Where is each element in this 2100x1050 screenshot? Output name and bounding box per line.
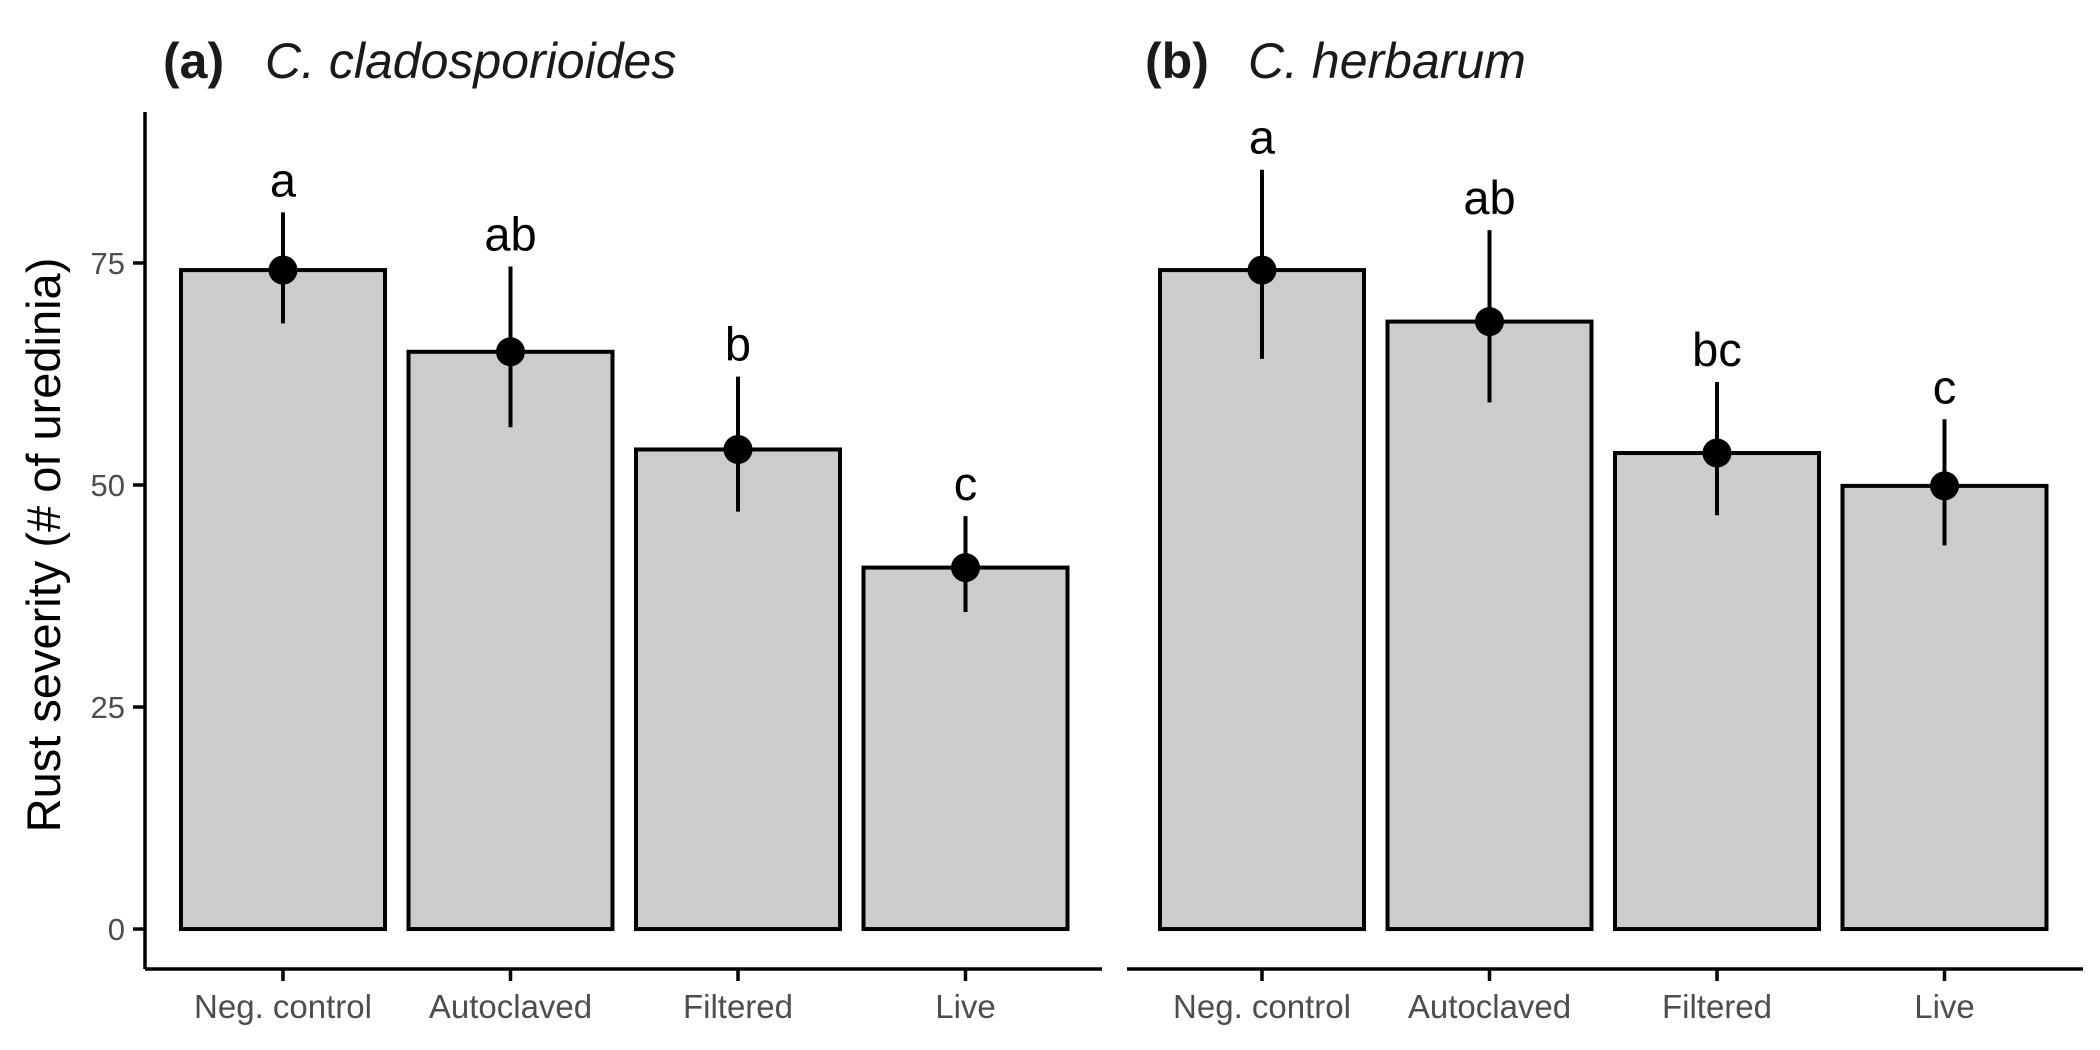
panel-b-significance-letter-1: a [1249,111,1276,164]
panel-a-species: C. cladosporioides [265,33,676,89]
panel-a-bar-3 [634,447,842,932]
panel-a: (a) C. cladosporioides a ab b c Neg. control… [91,33,1102,1025]
panel-a-x-tick-label-4: Live [935,988,996,1025]
panel-b-bar-4 [1840,483,2049,932]
panel-a-significance-letter-1: a [270,153,297,206]
y-tick-label-0: 0 [108,912,125,947]
panel-a-x-tick-label-2: Autoclaved [429,988,592,1025]
panel-a-x-tick-label-1: Neg. control [194,988,372,1025]
panel-b-mean-point-1 [1247,255,1277,285]
panel-b-mean-point-4 [1930,471,1959,501]
panel-a-mean-point-2 [496,337,525,367]
panel-a-bar-4 [861,565,1070,932]
panel-b-x-tick-label-2: Autoclaved [1408,988,1571,1025]
panel-a-significance-letter-2: ab [484,208,536,261]
panel-a-bar-1 [179,268,387,932]
panel-b-mean-point-3 [1702,438,1732,468]
panel-a-mean-point-3 [723,434,753,464]
panel-a-mean-point-4 [951,553,980,583]
y-tick-label-75: 75 [91,246,125,281]
panel-a-title: (a) C. cladosporioides [163,33,676,89]
panel-b-bar-1 [1158,268,1366,932]
panel-b-x-tick-label-1: Neg. control [1173,988,1351,1025]
panel-a-mean-point-1 [268,255,298,285]
panel-a-significance-letter-4: c [954,457,978,510]
panel-b-significance-letter-3: bc [1692,323,1742,376]
panel-a-tag: (a) [163,33,224,89]
panel-b-x-tick-label-3: Filtered [1662,988,1772,1025]
panel-b: (b) C. herbarum a ab bc c Neg. control Autocl… [1127,33,2083,1025]
panel-b-bar-2 [1385,319,1594,932]
panel-a-bar-2 [406,349,615,932]
panel-b-title: (b) C. herbarum [1145,33,1526,89]
panel-b-significance-letter-2: ab [1463,171,1515,224]
panel-b-significance-letter-4: c [1933,360,1957,413]
panel-b-x-tick-label-4: Live [1914,988,1975,1025]
y-axis-label: Rust severity (# of uredinia) [17,258,70,833]
panel-a-x-tick-label-3: Filtered [683,988,793,1025]
panel-a-significance-letter-3: b [725,318,751,371]
y-tick-label-25: 25 [91,690,125,725]
panel-b-bar-3 [1613,451,1821,932]
panel-b-tag: (b) [1145,33,1209,89]
panel-b-mean-point-2 [1475,307,1504,337]
y-tick-label-50: 50 [91,468,125,503]
panel-b-species: C. herbarum [1248,33,1526,89]
